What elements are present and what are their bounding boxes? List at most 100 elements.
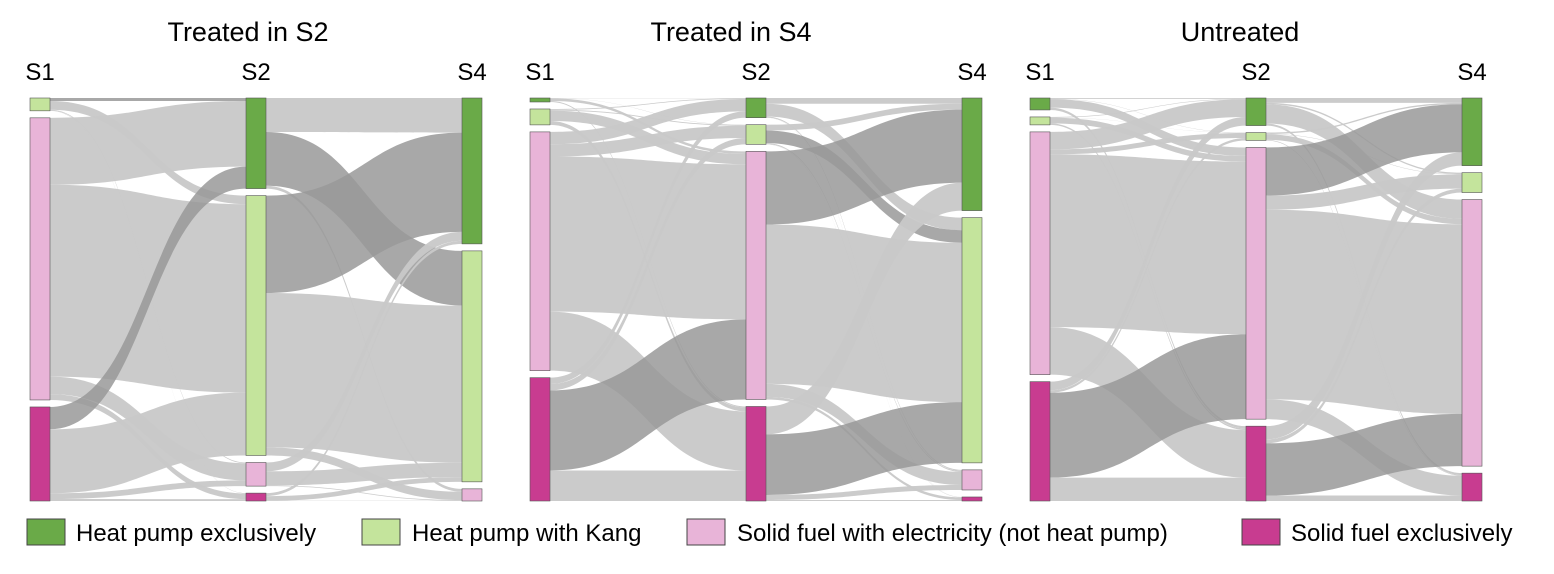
flow-untreated-0-2-0 [1050, 99, 1246, 150]
flow-treated-in-s2-1-1-0 [266, 132, 462, 294]
node-untreated-s1-solid-fuel-exclusively [1029, 381, 1051, 502]
node-untreated-s1-heat-pump-exclusively [1029, 97, 1051, 111]
node-treated-in-s2-s4-heat-pump-with-kang [461, 250, 483, 483]
stage-label-s4: S4 [1457, 59, 1486, 86]
stage-label-s4: S4 [457, 59, 486, 86]
flow-treated-in-s2-0-3-2 [50, 480, 246, 500]
flow-untreated-0-1-0 [1050, 98, 1246, 118]
flow-treated-in-s4-0-3-0 [550, 111, 746, 385]
panel-title-treated-in-s4: Treated in S4 [650, 17, 811, 47]
stage-label-s1: S1 [525, 59, 554, 86]
stage-label-s1: S1 [25, 59, 54, 86]
node-treated-in-s2-s1-solid-fuel-with-electricity-not-heat-pump [29, 117, 51, 401]
flow-treated-in-s2-0-3-0 [50, 166, 246, 430]
node-treated-in-s2-s2-heat-pump-with-kang [245, 195, 267, 456]
flow-untreated-0-3-2 [1050, 334, 1246, 478]
flow-treated-in-s4-1-3-2 [766, 485, 962, 501]
sankey-panel-treated-in-s4: Treated in S4 S1 S2 S4 [525, 17, 987, 502]
flow-treated-in-s4-1-0-0 [766, 98, 962, 104]
flow-untreated-1-0-0 [1266, 98, 1462, 103]
flow-treated-in-s2-1-3-0 [266, 240, 462, 497]
stage-label-s2: S2 [1241, 59, 1270, 86]
node-untreated-s2-heat-pump-exclusively [1245, 97, 1267, 126]
node-treated-in-s4-s4-heat-pump-exclusively [961, 97, 983, 211]
flow-treated-in-s2-1-2-1 [266, 462, 462, 486]
stage-label-s2: S2 [741, 59, 770, 86]
node-treated-in-s4-s1-heat-pump-exclusively [529, 97, 551, 103]
flow-treated-in-s4-0-2-0 [550, 99, 746, 145]
node-treated-in-s4-s2-heat-pump-with-kang [745, 124, 767, 145]
flow-untreated-1-3-0 [1266, 152, 1462, 440]
flow-treated-in-s4-1-3-1 [766, 402, 962, 496]
node-untreated-s1-heat-pump-with-kang [1029, 116, 1051, 126]
node-treated-in-s4-s1-solid-fuel-with-electricity-not-heat-pump [529, 131, 551, 371]
flow-treated-in-s4-0-0-1 [550, 98, 746, 125]
node-treated-in-s4-s4-solid-fuel-exclusively [961, 496, 983, 502]
node-treated-in-s2-s2-solid-fuel-exclusively [245, 492, 267, 502]
node-treated-in-s4-s2-solid-fuel-exclusively [745, 406, 767, 502]
legend-swatch-heat-pump-exclusively [26, 518, 66, 546]
node-untreated-s4-solid-fuel-exclusively [1461, 472, 1483, 502]
flow-treated-in-s2-1-3-1 [266, 477, 462, 501]
flow-treated-in-s2-1-2-2 [266, 485, 462, 501]
node-treated-in-s4-s1-solid-fuel-exclusively [529, 377, 551, 502]
node-untreated-s1-solid-fuel-with-electricity-not-heat-pump [1029, 131, 1051, 375]
legend-swatch-heat-pump-with-kang [361, 518, 401, 546]
node-untreated-s4-solid-fuel-with-electricity-not-heat-pump [1461, 199, 1483, 467]
flow-untreated-1-1-2 [1266, 134, 1462, 225]
node-untreated-s2-solid-fuel-exclusively [1245, 425, 1267, 502]
node-treated-in-s2-s4-solid-fuel-with-electricity-not-heat-pump [461, 488, 483, 502]
flow-treated-in-s2-0-2-0 [50, 100, 246, 185]
flow-treated-in-s2-0-3-3 [50, 499, 246, 501]
flow-treated-in-s4-0-3-2 [550, 319, 746, 471]
flow-untreated-0-3-3 [1050, 477, 1246, 501]
node-treated-in-s4-s1-heat-pump-with-kang [529, 108, 551, 126]
node-untreated-s2-heat-pump-with-kang [1245, 132, 1267, 141]
flow-treated-in-s4-0-3-1 [550, 138, 746, 391]
node-untreated-s4-heat-pump-exclusively [1461, 97, 1483, 166]
flow-untreated-0-0-0 [1050, 98, 1246, 99]
stage-label-s2: S2 [241, 59, 270, 86]
sankey-panel-treated-in-s2: Treated in S2 S1 S2 S4 [25, 17, 487, 502]
node-treated-in-s4-s4-heat-pump-with-kang [961, 217, 983, 464]
flow-treated-in-s2-1-0-0 [266, 98, 462, 133]
flow-untreated-0-3-0 [1050, 116, 1246, 391]
flow-treated-in-s4-1-3-0 [766, 182, 962, 435]
legend-swatch-solid-fuel-with-electricity [686, 518, 726, 546]
stage-label-s1: S1 [1025, 59, 1054, 86]
flow-treated-in-s4-0-1-0 [550, 98, 746, 110]
node-treated-in-s2-s1-heat-pump-with-kang [29, 97, 51, 112]
node-treated-in-s4-s2-solid-fuel-with-electricity-not-heat-pump [745, 151, 767, 400]
legend-label-solid-fuel-with-electricity: Solid fuel with electricity (not heat pu… [737, 520, 1168, 547]
flow-untreated-0-2-1 [1050, 132, 1246, 155]
legend-swatch-solid-fuel-exclusively [1241, 518, 1281, 546]
flow-untreated-1-3-2 [1266, 413, 1462, 496]
flow-untreated-0-2-2 [1050, 154, 1246, 335]
node-untreated-s4-heat-pump-with-kang [1461, 172, 1483, 193]
flow-treated-in-s4-0-3-3 [550, 470, 746, 501]
node-treated-in-s2-s1-solid-fuel-exclusively [29, 406, 51, 502]
node-treated-in-s2-s4-heat-pump-exclusively [461, 97, 483, 245]
flow-treated-in-s2-0-1-0 [50, 98, 246, 102]
flow-treated-in-s4-0-2-2 [550, 156, 746, 320]
node-treated-in-s4-s2-heat-pump-exclusively [745, 97, 767, 118]
flow-untreated-1-1-0 [1266, 102, 1462, 134]
flow-treated-in-s4-1-2-0 [766, 109, 962, 225]
node-treated-in-s4-s4-solid-fuel-with-electricity-not-heat-pump [961, 469, 983, 491]
node-treated-in-s2-s2-solid-fuel-with-electricity-not-heat-pump [245, 462, 267, 487]
node-untreated-s2-solid-fuel-with-electricity-not-heat-pump [1245, 147, 1267, 420]
flow-untreated-0-3-1 [1050, 137, 1246, 393]
legend-label-heat-pump-with-kang: Heat pump with Kang [412, 520, 641, 547]
flow-treated-in-s4-1-3-3 [766, 500, 962, 501]
flow-treated-in-s2-0-3-1 [50, 392, 246, 494]
sankey-panel-untreated: Untreated S1 S2 S4 [1025, 17, 1487, 502]
panel-title-untreated: Untreated [1181, 17, 1300, 47]
flow-untreated-1-3-3 [1266, 495, 1462, 501]
legend: Heat pump exclusively Heat pump with Kan… [26, 518, 1512, 547]
flow-untreated-0-1-2 [1050, 117, 1246, 162]
flow-treated-in-s2-1-1-1 [266, 293, 462, 463]
flow-treated-in-s4-1-1-0 [766, 103, 962, 131]
panel-title-treated-in-s2: Treated in S2 [167, 17, 328, 47]
flow-untreated-1-2-0 [1266, 104, 1462, 196]
